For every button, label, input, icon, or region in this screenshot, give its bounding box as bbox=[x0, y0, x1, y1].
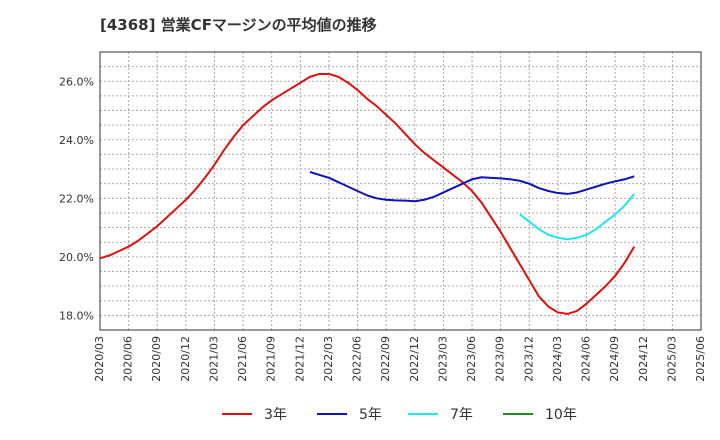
x-tick-label: 2024/12 bbox=[637, 336, 650, 382]
legend-label: 10年 bbox=[545, 407, 577, 423]
y-tick-label: 20.0% bbox=[59, 251, 94, 264]
x-tick-label: 2025/06 bbox=[694, 336, 707, 382]
x-axis: 2020/03 2020/06 2020/09 2020/12 2021/03 2021/… bbox=[93, 336, 707, 382]
y-tick-label: 22.0% bbox=[59, 192, 94, 205]
legend: 3年 5年 7年 10年 bbox=[222, 407, 577, 423]
x-tick-label: 2020/03 bbox=[93, 336, 106, 382]
plot-frame bbox=[99, 51, 702, 331]
x-tick-label: 2023/03 bbox=[436, 336, 449, 382]
x-tick-label: 2023/06 bbox=[465, 336, 478, 382]
x-tick-label: 2024/06 bbox=[580, 336, 593, 382]
x-tick-label: 2020/12 bbox=[179, 336, 192, 382]
x-tick-label: 2024/03 bbox=[551, 336, 564, 382]
x-tick-label: 2025/03 bbox=[665, 336, 678, 382]
x-tick-label: 2021/03 bbox=[207, 336, 220, 382]
legend-label: 5年 bbox=[359, 407, 382, 423]
x-tick-label: 2022/12 bbox=[408, 336, 421, 382]
grid bbox=[99, 52, 702, 330]
series-line-3年 bbox=[99, 72, 636, 315]
y-tick-label: 26.0% bbox=[59, 75, 94, 88]
y-tick-label: 24.0% bbox=[59, 134, 94, 147]
x-tick-label: 2021/06 bbox=[236, 336, 249, 382]
x-tick-label: 2022/03 bbox=[322, 336, 335, 382]
x-tick-label: 2024/09 bbox=[608, 336, 621, 382]
legend-label: 3年 bbox=[264, 407, 287, 423]
x-tick-label: 2021/09 bbox=[265, 336, 278, 382]
series-line-7年 bbox=[519, 193, 635, 241]
y-axis: 18.0% 20.0% 22.0% 24.0% 26.0% bbox=[59, 75, 94, 322]
x-tick-label: 2020/09 bbox=[150, 336, 163, 382]
x-tick-label: 2022/06 bbox=[351, 336, 364, 382]
chart-title: [4368] 営業CFマージンの平均値の推移 bbox=[100, 16, 377, 34]
y-tick-label: 18.0% bbox=[59, 309, 94, 322]
x-tick-label: 2021/12 bbox=[293, 336, 306, 382]
series-lines bbox=[99, 72, 636, 315]
x-tick-label: 2020/06 bbox=[122, 336, 135, 382]
legend-label: 7年 bbox=[450, 407, 473, 423]
x-tick-label: 2023/12 bbox=[522, 336, 535, 382]
series-line-5年 bbox=[309, 171, 635, 203]
x-tick-label: 2023/09 bbox=[494, 336, 507, 382]
x-tick-label: 2022/09 bbox=[379, 336, 392, 382]
